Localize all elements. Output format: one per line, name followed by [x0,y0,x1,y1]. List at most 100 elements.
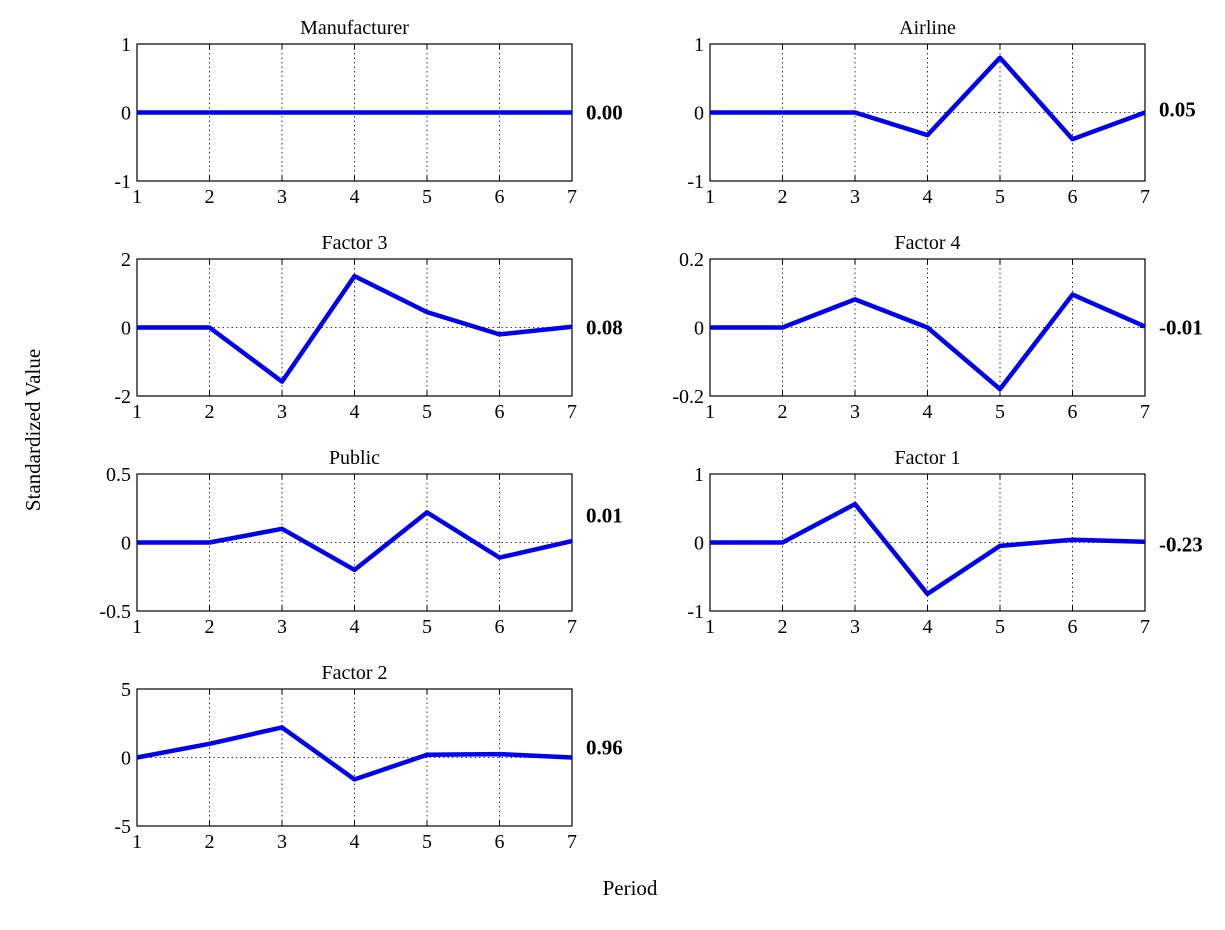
x-tick-label: 4 [350,616,360,638]
x-tick-label: 4 [923,186,933,208]
x-tick-label: 5 [995,186,1005,208]
y-tick-label: 0.2 [679,249,704,271]
x-tick-label: 2 [778,401,788,423]
x-tick-label: 5 [422,401,432,423]
x-tick-label: 3 [850,186,860,208]
series-line [710,501,1146,597]
x-tick-label: 6 [1068,186,1078,208]
y-tick-label: -1 [114,171,131,193]
x-tick-label: 1 [705,616,715,638]
x-tick-label: 2 [205,616,215,638]
y-tick-label: 0 [694,103,704,125]
y-tick-label: 0.5 [106,464,131,486]
y-tick-label: 0 [694,318,704,340]
x-tick-label: 1 [705,401,715,423]
y-tick-label: 0 [694,533,704,555]
x-tick-label: 5 [422,616,432,638]
x-tick-label: 2 [205,831,215,853]
subplot: 1 2 3 4 5 6 7 -0.5 0 0.5 Public 0.01 [99,447,622,638]
y-tick-label: 5 [121,679,131,701]
subplot: 1 2 3 4 5 6 7 -0.2 0 0.2 Factor 4 -0.01 [672,232,1202,423]
x-tick-label: 4 [350,831,360,853]
final-value-label: -0.23 [1159,533,1203,557]
final-value-label: -0.01 [1159,316,1203,340]
x-tick-label: 7 [1140,186,1150,208]
series-line [137,510,573,573]
subplot-title: Factor 3 [321,232,387,254]
x-tick-label: 4 [923,616,933,638]
y-tick-label: -1 [687,171,704,193]
y-tick-label: 0 [121,533,131,555]
x-tick-label: 4 [923,401,933,423]
x-tick-label: 5 [422,831,432,853]
x-tick-label: 3 [277,186,287,208]
y-axis-label: Standardized Value [21,349,45,511]
subplot-title: Manufacturer [300,17,409,39]
y-tick-label: -0.5 [99,601,131,623]
subplot: 1 2 3 4 5 6 7 -2 0 2 Factor 3 0.08 [114,232,622,423]
y-tick-label: -2 [114,386,131,408]
x-tick-label: 6 [1068,616,1078,638]
x-tick-label: 1 [132,616,142,638]
x-tick-label: 3 [277,401,287,423]
subplot: 1 2 3 4 5 6 7 -1 0 1 Manufacturer 0.00 [114,17,622,208]
final-value-label: 0.05 [1159,98,1196,122]
x-tick-label: 3 [277,831,287,853]
subplot-title: Factor 1 [894,447,960,469]
x-tick-label: 3 [277,616,287,638]
x-tick-label: 2 [205,186,215,208]
y-tick-label: 1 [694,464,704,486]
x-tick-label: 6 [495,616,505,638]
series-line [137,273,573,384]
y-tick-label: 1 [694,34,704,56]
x-tick-label: 3 [850,616,860,638]
x-tick-label: 6 [1068,401,1078,423]
y-tick-label: 1 [121,34,131,56]
x-tick-label: 1 [705,186,715,208]
y-tick-label: -1 [687,601,704,623]
y-tick-label: 0 [121,103,131,125]
x-tick-label: 2 [778,616,788,638]
subplot-title: Airline [899,17,956,39]
x-tick-label: 1 [132,401,142,423]
x-tick-label: 3 [850,401,860,423]
series-line [136,725,573,782]
final-value-label: 0.96 [586,736,623,760]
x-tick-label: 5 [422,186,432,208]
x-tick-label: 2 [778,186,788,208]
x-tick-label: 6 [495,186,505,208]
x-tick-label: 7 [1140,401,1150,423]
y-tick-label: 0 [121,318,131,340]
subplot: 1 2 3 4 5 6 7 -1 0 1 Airline 0.05 [687,17,1195,208]
subplot: 1 2 3 4 5 6 7 -1 0 1 Factor 1 -0.23 [687,447,1202,638]
y-tick-label: 0 [121,748,131,770]
subplot-title: Factor 4 [894,232,960,254]
series-line [710,55,1146,142]
subplot-title: Factor 2 [321,662,387,684]
y-tick-label: 2 [121,249,131,271]
subplot-grid: 1 2 3 4 5 6 7 -1 0 1 Manufacturer 0.00 1 2 3 4 5 6 7 -1 0 1 Ai… [99,17,1202,853]
x-tick-label: 6 [495,401,505,423]
final-value-label: 0.08 [586,316,623,340]
x-tick-label: 1 [132,831,142,853]
x-tick-label: 7 [567,401,577,423]
subplot-title: Public [329,447,380,469]
x-axis-label: Period [603,876,658,900]
x-tick-label: 7 [567,616,577,638]
subplot: 1 2 3 4 5 6 7 -5 0 5 Factor 2 0.96 [114,662,622,853]
x-tick-label: 4 [350,401,360,423]
x-tick-label: 5 [995,401,1005,423]
final-value-label: 0.00 [586,101,623,125]
x-tick-label: 7 [567,186,577,208]
final-value-label: 0.01 [586,504,623,528]
x-tick-label: 4 [350,186,360,208]
x-tick-label: 1 [132,186,142,208]
y-tick-label: -0.2 [672,386,704,408]
x-tick-label: 2 [205,401,215,423]
x-tick-label: 5 [995,616,1005,638]
x-tick-label: 6 [495,831,505,853]
y-tick-label: -5 [114,816,131,838]
series-line [710,292,1146,392]
x-tick-label: 7 [1140,616,1150,638]
